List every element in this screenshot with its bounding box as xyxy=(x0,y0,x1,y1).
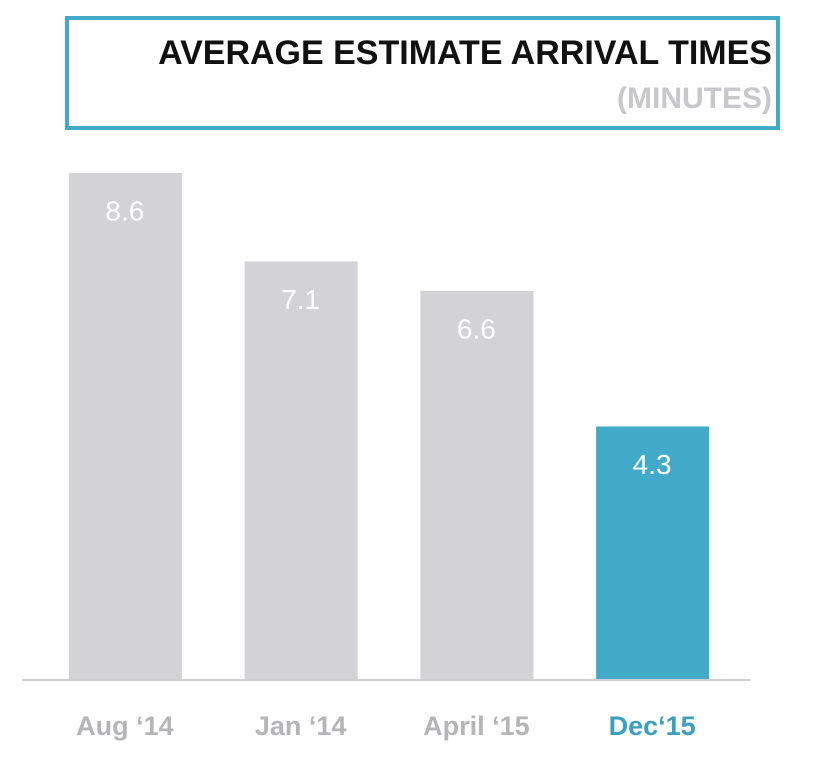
x-tick-label: Jan ‘14 xyxy=(255,711,347,741)
value-label: 6.6 xyxy=(457,313,496,344)
bar xyxy=(420,290,534,680)
bar xyxy=(68,173,182,680)
x-tick-label: April ‘15 xyxy=(423,711,530,741)
x-tick-label: Dec‘15 xyxy=(609,711,696,741)
title-frame xyxy=(65,16,780,130)
value-label: 8.6 xyxy=(105,195,144,226)
chart-subtitle: (MINUTES) xyxy=(617,82,772,115)
bar xyxy=(244,261,358,680)
chart-title: AVERAGE ESTIMATE ARRIVAL TIMES xyxy=(158,34,772,72)
value-label: 7.1 xyxy=(281,284,320,315)
x-tick-label: Aug ‘14 xyxy=(76,711,174,741)
bar xyxy=(596,426,710,680)
value-label: 4.3 xyxy=(633,449,672,480)
